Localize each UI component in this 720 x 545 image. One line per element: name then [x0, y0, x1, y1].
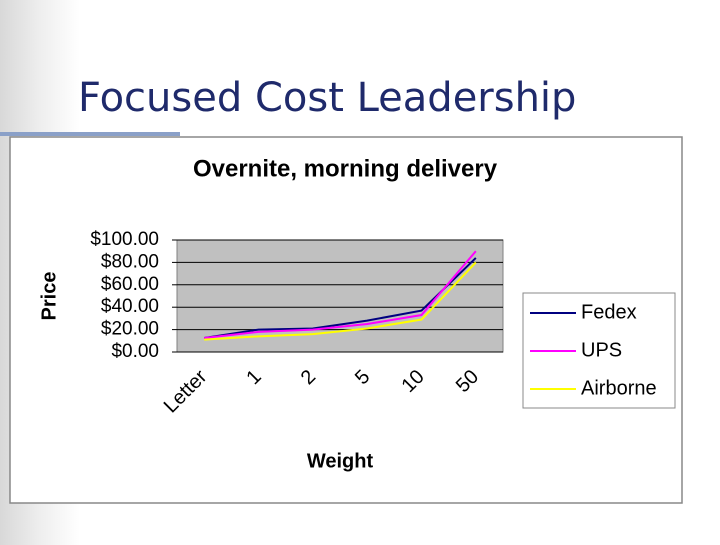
series-line: [204, 261, 477, 341]
y-tick-label: $0.00: [111, 341, 159, 362]
chart-title: Overnite, morning delivery: [193, 155, 498, 182]
legend-label: Airborne: [581, 377, 657, 399]
title-rule: [0, 132, 180, 136]
series-line: [204, 257, 477, 339]
slide-title: Focused Cost Leadership: [78, 75, 576, 121]
series-line: [204, 250, 477, 339]
y-tick-label: $40.00: [101, 296, 159, 317]
y-tick-label: $60.00: [101, 274, 159, 295]
legend-label: Fedex: [581, 301, 637, 323]
legend-label: UPS: [581, 339, 622, 361]
y-tick-label: $20.00: [101, 319, 159, 340]
y-axis-title: Price: [38, 272, 60, 321]
y-tick-label: $100.00: [90, 229, 159, 250]
x-axis-title: Weight: [307, 450, 374, 472]
y-tick-label: $80.00: [101, 251, 159, 272]
